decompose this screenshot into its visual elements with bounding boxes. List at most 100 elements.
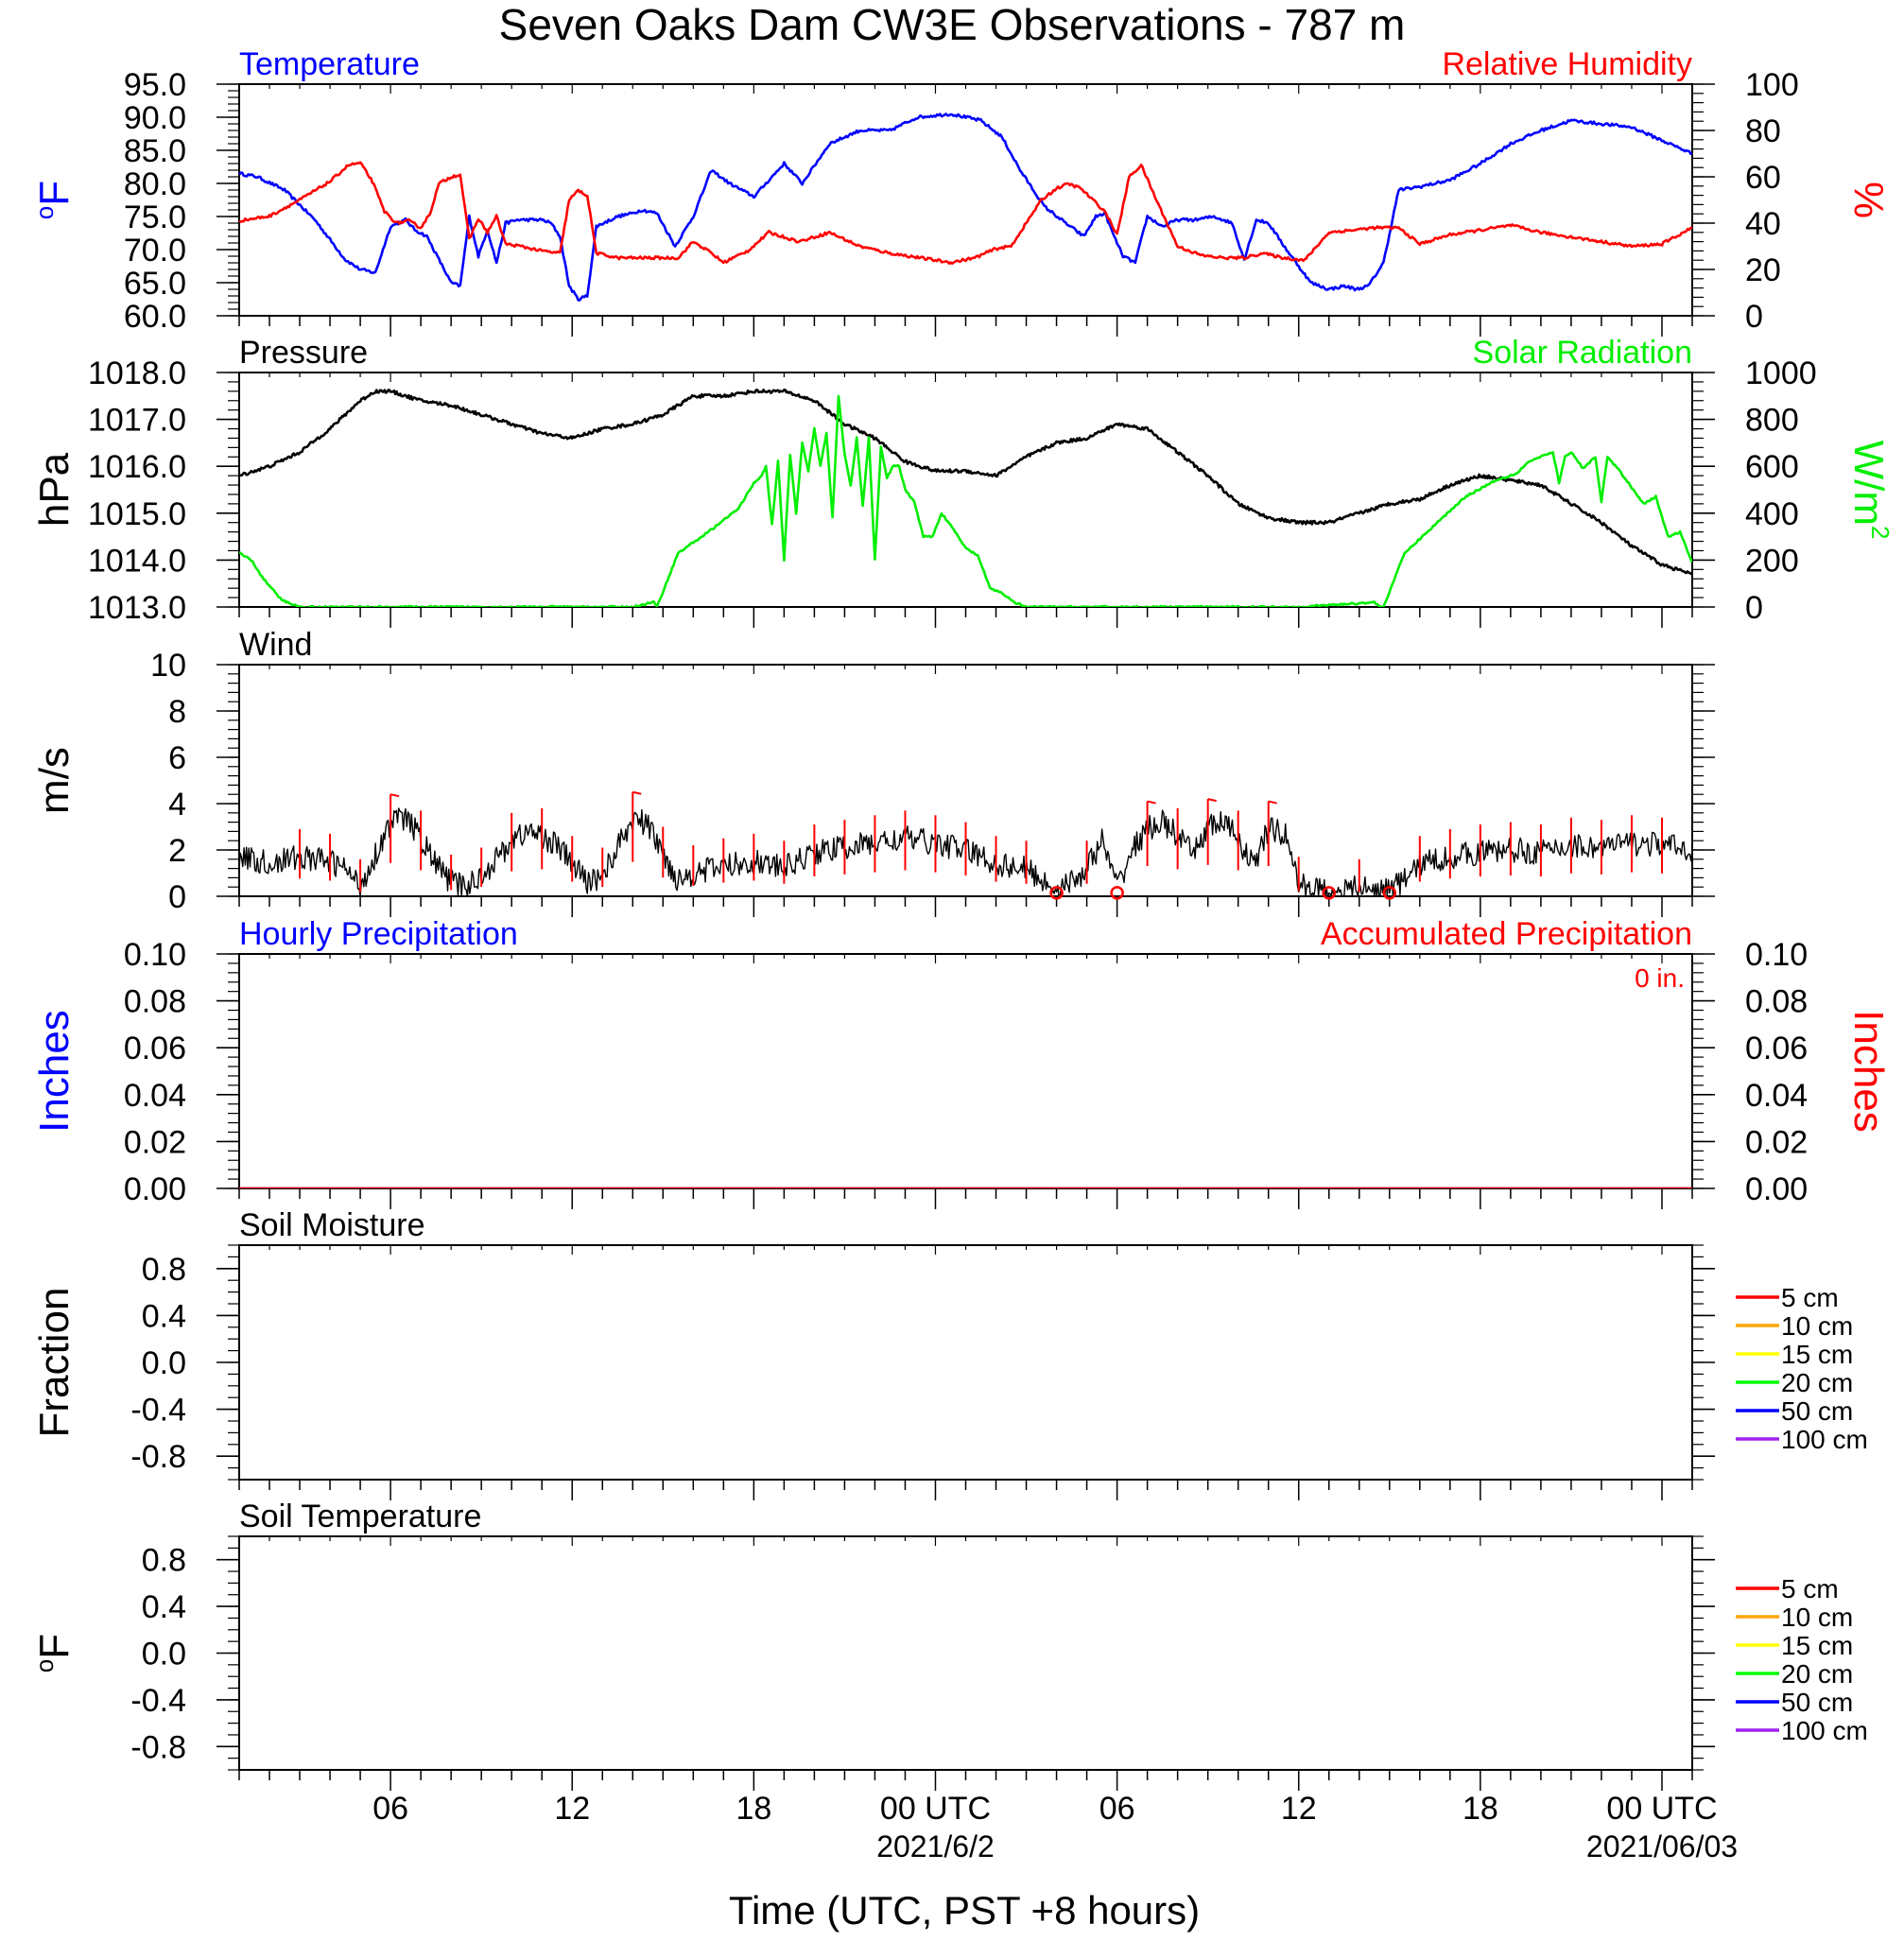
y-left-tick-label: 0.8 [142, 1543, 186, 1579]
plot-frame [238, 1244, 1693, 1481]
calm-wind-marker [1110, 886, 1124, 900]
y-left-tick-label: 90.0 [124, 100, 186, 136]
y-left-tick-label: -0.8 [130, 1439, 186, 1475]
y-right-tick-label: 60 [1745, 160, 1781, 196]
y-right-axis-label: % [1845, 182, 1892, 218]
panel-left-title: Temperature [239, 46, 420, 82]
y-left-tick-label: 1016.0 [88, 449, 186, 485]
x-axis-label: Time (UTC, PST +8 hours) [729, 1888, 1200, 1932]
panels-group: 60.065.070.075.080.085.090.095.002040608… [30, 46, 1895, 1791]
x-tick-label: 06 [372, 1791, 408, 1827]
y-left-tick-label: 2 [168, 833, 186, 869]
y-right-tick-label: 0.08 [1745, 984, 1808, 1020]
y-right-tick-label: 600 [1745, 449, 1799, 485]
y-left-tick-label: 0.8 [142, 1252, 186, 1288]
series-line-temperature [239, 113, 1692, 302]
y-left-tick-label: 0.4 [142, 1589, 186, 1625]
figure-title: Seven Oaks Dam CW3E Observations - 787 m [499, 0, 1406, 49]
y-right-tick-label: 0.10 [1745, 937, 1808, 973]
panel-wind: 0 2 4 6 8 10 Wind m/s [31, 627, 1715, 917]
y-right-tick-label: 800 [1745, 403, 1799, 439]
panel-left-title: Soil Temperature [239, 1499, 481, 1534]
legend-label-100-cm: 100 cm [1781, 1425, 1868, 1454]
y-right-tick-label: 0.04 [1745, 1078, 1808, 1114]
panel-press_solar: 1013.0 1014.0 1015.0 1016.0 1017.0 1018.0 0 200… [31, 335, 1895, 628]
y-left-tick-label: 8 [168, 694, 186, 730]
series-line-relative-humidity [239, 161, 1692, 266]
y-left-tick-label: 0 [168, 879, 186, 915]
y-left-tick-label: 80.0 [124, 166, 186, 202]
y-right-tick-label: 40 [1745, 206, 1781, 242]
x-tick-label: 18 [736, 1791, 771, 1827]
panel-temp_rh: 60.065.070.075.080.085.090.095.0 0 20 40 60 8… [30, 46, 1892, 337]
y-left-axis-label: Fraction [31, 1288, 78, 1438]
legend-label-5-cm: 5 cm [1781, 1283, 1839, 1312]
y-left-tick-label: -0.8 [130, 1729, 186, 1765]
y-left-axis-label: hPa [31, 452, 78, 527]
y-left-tick-label: 70.0 [124, 233, 186, 269]
wind-barb-flag [1147, 800, 1156, 805]
wind-barb-flag [1207, 798, 1217, 803]
legend-label-15-cm: 15 cm [1781, 1340, 1853, 1369]
panel-right-title: Accumulated Precipitation [1321, 916, 1692, 952]
y-right-axis-label: W/m2 [1845, 441, 1895, 540]
y-left-tick-label: 1015.0 [88, 496, 186, 532]
x-tick-date-label: 2021/6/2 [876, 1829, 995, 1863]
legend-label-20-cm: 20 cm [1781, 1368, 1853, 1397]
x-tick-label: 00 UTC [1606, 1791, 1717, 1827]
series-group [239, 389, 1692, 607]
y-right-tick-label: 0.02 [1745, 1124, 1808, 1160]
y-left-tick-label: 85.0 [124, 133, 186, 169]
panel-right-title: Relative Humidity [1442, 46, 1692, 82]
y-left-axis-label: Inches [31, 1010, 78, 1133]
legend-label-10-cm: 10 cm [1781, 1311, 1853, 1341]
y-left-tick-label: 65.0 [124, 266, 186, 302]
y-left-tick-label: 60.0 [124, 299, 186, 335]
y-left-tick-label: 0.10 [124, 937, 186, 973]
x-tick-label: 00 UTC [880, 1791, 991, 1827]
y-right-tick-label: 0 [1745, 299, 1763, 335]
y-right-tick-label: 0 [1745, 590, 1763, 626]
legend-label-20-cm: 20 cm [1781, 1659, 1853, 1689]
panel-left-title: Pressure [239, 335, 368, 371]
y-left-tick-label: 6 [168, 740, 186, 776]
series-group [239, 113, 1692, 302]
legend-label-10-cm: 10 cm [1781, 1603, 1853, 1632]
wind-barb-flag [632, 790, 642, 795]
y-right-tick-label: 1000 [1745, 355, 1817, 391]
calm-wind-marker [1049, 886, 1064, 900]
accumulated-total-label: 0 in. [1635, 963, 1685, 993]
y-left-tick-label: 10 [150, 648, 186, 684]
y-left-tick-label: 0.06 [124, 1031, 186, 1066]
y-right-tick-label: 100 [1745, 67, 1799, 103]
legend-label-5-cm: 5 cm [1781, 1574, 1839, 1603]
y-left-axis-label: m/s [31, 747, 78, 814]
panel-left-title: Hourly Precipitation [239, 916, 518, 952]
panel-left-title: Wind [239, 627, 312, 663]
x-tick-label: 12 [554, 1791, 590, 1827]
y-left-axis-label: oF [30, 181, 78, 219]
y-left-tick-label: 1014.0 [88, 543, 186, 579]
y-left-tick-label: 0.08 [124, 984, 186, 1020]
panel-soil_moisture: -0.8 -0.4 0.0 0.4 0.8 Soil Moisture Fraction 5 … [31, 1207, 1868, 1500]
legend-label-50-cm: 50 cm [1781, 1688, 1853, 1717]
y-right-tick-label: 0.06 [1745, 1031, 1808, 1066]
calm-wind-marker [1322, 886, 1336, 900]
wind-barb-flag [389, 793, 400, 798]
wind-barb-flag [1268, 800, 1277, 805]
legend-label-100-cm: 100 cm [1781, 1716, 1868, 1745]
plot-frame [238, 1535, 1693, 1771]
y-left-tick-label: 95.0 [124, 67, 186, 103]
y-left-tick-label: 0.00 [124, 1171, 186, 1207]
y-left-tick-label: 0.0 [142, 1345, 186, 1381]
y-left-tick-label: 0.4 [142, 1298, 186, 1334]
y-left-axis-label: oF [30, 1634, 78, 1672]
y-right-axis-label: Inches [1845, 1010, 1892, 1133]
y-right-tick-label: 200 [1745, 543, 1799, 579]
y-right-tick-label: 400 [1745, 496, 1799, 532]
y-left-tick-label: 4 [168, 787, 186, 823]
legend-label-50-cm: 50 cm [1781, 1396, 1853, 1426]
legend-label-15-cm: 15 cm [1781, 1631, 1853, 1660]
y-left-tick-label: -0.4 [130, 1393, 186, 1429]
